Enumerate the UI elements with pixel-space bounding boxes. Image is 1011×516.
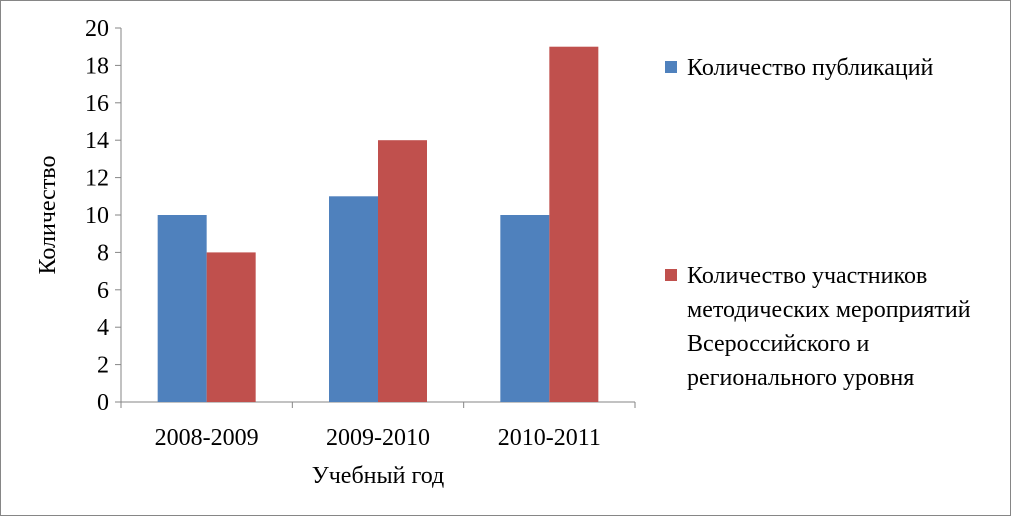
legend-swatch-participants — [665, 269, 677, 281]
y-tick-label: 20 — [85, 16, 109, 42]
x-tick-label: 2008-2009 — [155, 425, 259, 451]
y-tick-label: 16 — [85, 91, 109, 117]
bar-publications — [329, 196, 378, 402]
y-tick-label: 0 — [97, 390, 109, 416]
y-tick-label: 12 — [85, 166, 109, 192]
y-tick-label: 14 — [85, 128, 109, 154]
y-axis-title: Количество — [35, 156, 61, 275]
legend-label-publications: Количество публикаций — [687, 55, 934, 81]
bar-participants — [378, 140, 427, 402]
y-tick-label: 18 — [85, 53, 109, 79]
y-tick-label: 6 — [97, 278, 109, 304]
legend-item-participants: Количество участников методических мероп… — [665, 259, 977, 395]
x-axis-title: Учебный год — [312, 463, 445, 489]
bar-participants — [206, 252, 256, 402]
legend-item-publications: Количество публикаций — [665, 51, 977, 85]
y-tick-label: 10 — [85, 203, 109, 229]
bars — [157, 46, 599, 402]
y-tick-label: 8 — [97, 240, 109, 266]
legend-label-participants: Количество участников методических мероп… — [687, 263, 971, 391]
legend-swatch-publications — [665, 61, 677, 73]
y-tick-label: 4 — [97, 315, 109, 341]
bar-participants — [549, 46, 599, 402]
axis-labels: 0 2 4 6 8 10 12 14 16 18 20 2008-2009 2009-2010 2010-… — [35, 16, 601, 489]
y-tick-label: 2 — [97, 353, 109, 379]
bar-publications — [157, 215, 207, 402]
bar-publications — [500, 215, 550, 402]
x-tick-label: 2010-2011 — [498, 425, 601, 451]
x-tick-label: 2009-2010 — [326, 425, 430, 451]
